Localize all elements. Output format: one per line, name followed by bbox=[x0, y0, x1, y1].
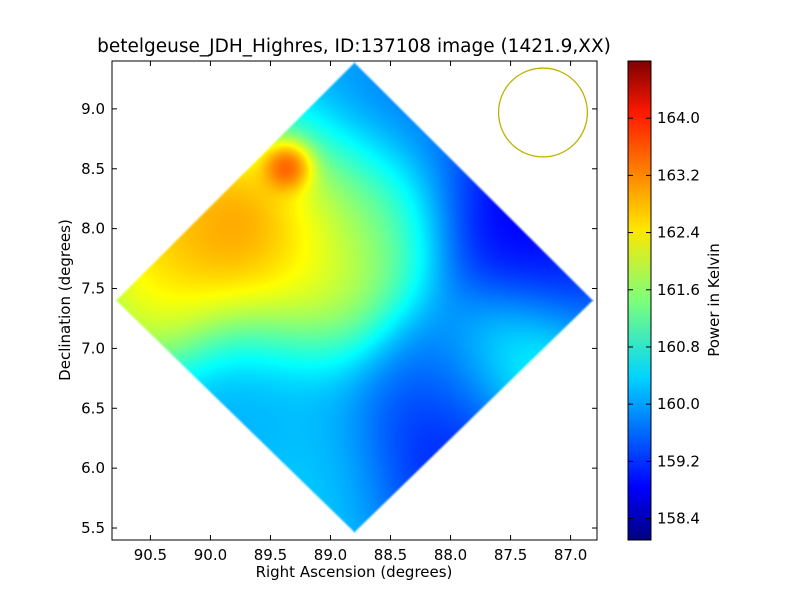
y-tick-label: 7.5 bbox=[81, 280, 105, 298]
y-tick-label: 6.5 bbox=[81, 399, 105, 417]
colorbar-ticks: 158.4 159.2 160.0 160.8 161.6 162.4 163.2 164.0 bbox=[628, 109, 700, 528]
x-tick-label: 90.5 bbox=[134, 546, 167, 564]
x-tick-label: 87.0 bbox=[554, 546, 587, 564]
colorbar-frame bbox=[627, 60, 652, 541]
y-tick-label: 8.5 bbox=[81, 160, 105, 178]
colorbar: 158.4 159.2 160.0 160.8 161.6 162.4 163.2 164.0… bbox=[627, 60, 723, 541]
colorbar-gradient bbox=[628, 61, 651, 540]
colorbar-tick-label: 163.2 bbox=[657, 166, 700, 184]
colorbar-tick-label: 164.0 bbox=[657, 109, 700, 127]
x-tick-label: 88.0 bbox=[434, 546, 467, 564]
heatmap-image bbox=[112, 61, 597, 540]
x-tick-label: 87.5 bbox=[494, 546, 527, 564]
x-tick-label: 89.0 bbox=[314, 546, 347, 564]
y-tick-label: 6.0 bbox=[81, 459, 105, 477]
x-axis-ticks: 90.5 90.0 89.5 89.0 88.5 88.0 87.5 87.0 bbox=[134, 61, 587, 564]
x-tick-label: 90.0 bbox=[194, 546, 227, 564]
colorbar-tick-label: 160.0 bbox=[657, 395, 700, 413]
axes-frame bbox=[111, 60, 598, 541]
y-tick-label: 7.0 bbox=[81, 339, 105, 357]
x-tick-label: 88.5 bbox=[374, 546, 407, 564]
heatmap-raster bbox=[112, 61, 597, 540]
x-tick-label: 89.5 bbox=[254, 546, 287, 564]
colorbar-tick-label: 161.6 bbox=[657, 281, 700, 299]
y-tick-label: 5.5 bbox=[81, 519, 105, 537]
plot-area: 90.5 90.0 89.5 89.0 88.5 88.0 87.5 87.0 5.5 6.0 6… bbox=[81, 60, 598, 564]
y-tick-label: 8.0 bbox=[81, 220, 105, 238]
colorbar-tick-label: 158.4 bbox=[657, 510, 700, 528]
y-axis-label: Declination (degrees) bbox=[56, 219, 74, 381]
x-axis-label: Right Ascension (degrees) bbox=[256, 563, 453, 581]
colorbar-tick-label: 162.4 bbox=[657, 224, 700, 242]
y-tick-label: 9.0 bbox=[81, 100, 105, 118]
colorbar-label: Power in Kelvin bbox=[705, 243, 723, 357]
beam-circle bbox=[497, 67, 589, 158]
colorbar-tick-label: 159.2 bbox=[657, 452, 700, 470]
y-axis-ticks: 5.5 6.0 6.5 7.0 7.5 8.0 8.5 9.0 bbox=[81, 100, 597, 537]
colorbar-tick-label: 160.8 bbox=[657, 338, 700, 356]
chart-title: betelgeuse_JDH_Highres, ID:137108 image … bbox=[97, 36, 611, 57]
